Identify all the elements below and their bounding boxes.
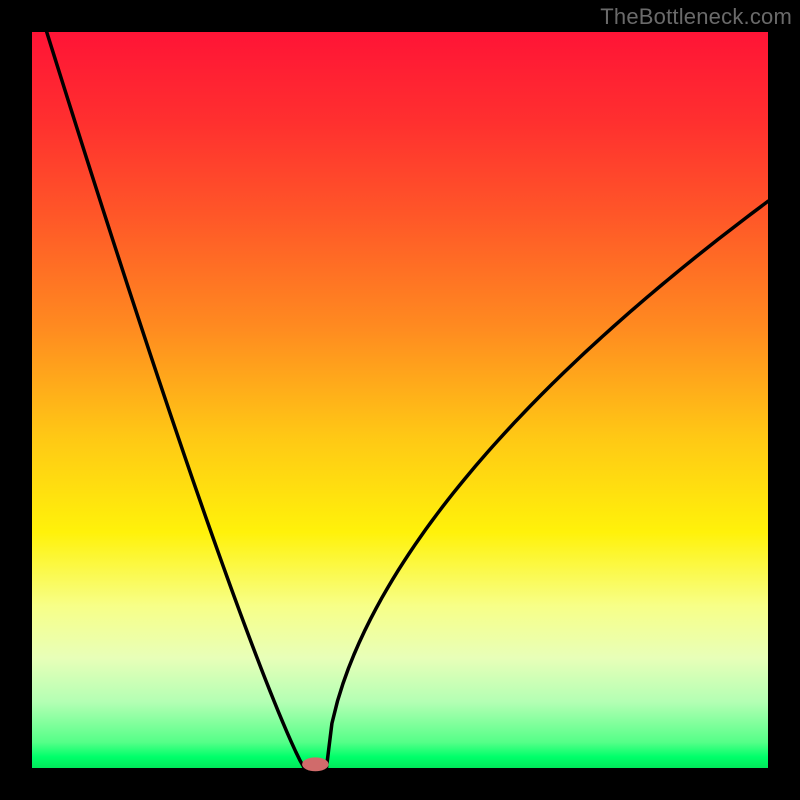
chart-container: TheBottleneck.com	[0, 0, 800, 800]
bottleneck-chart	[0, 0, 800, 800]
minimum-marker	[302, 757, 328, 771]
watermark-text: TheBottleneck.com	[600, 4, 792, 30]
chart-gradient-background	[32, 32, 768, 768]
